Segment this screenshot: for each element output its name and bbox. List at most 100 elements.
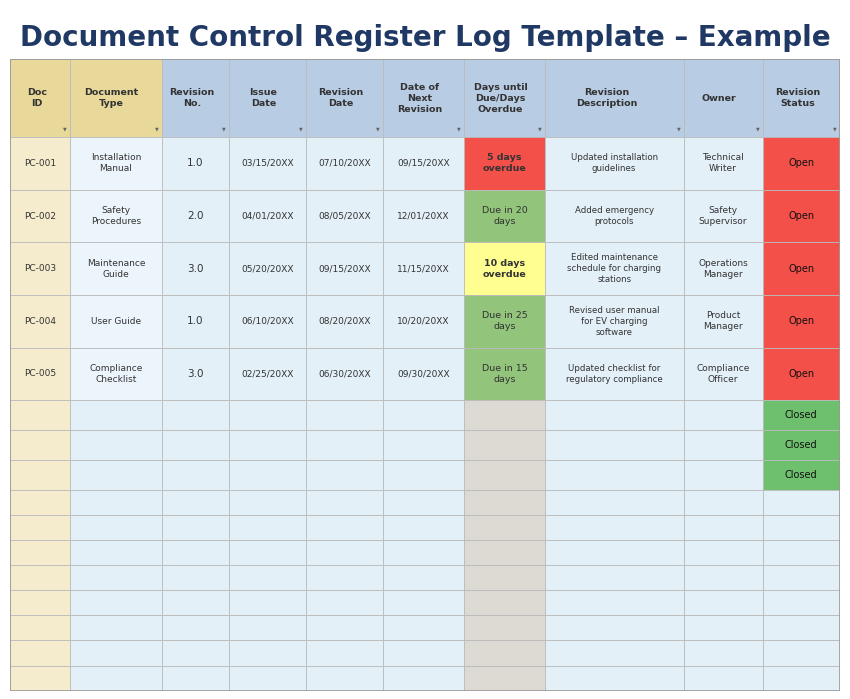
Bar: [70, 460, 162, 490]
Bar: [306, 430, 383, 460]
Text: Compliance
Officer: Compliance Officer: [696, 363, 750, 384]
Text: Compliance
Checklist: Compliance Checklist: [89, 363, 143, 384]
Bar: [70, 59, 162, 137]
Bar: [383, 295, 464, 347]
Text: Due in 15
days: Due in 15 days: [482, 363, 527, 384]
Text: ▼: ▼: [756, 127, 759, 131]
Text: Due in 20
days: Due in 20 days: [482, 206, 527, 226]
Bar: [70, 615, 162, 640]
Bar: [762, 590, 840, 615]
Bar: [229, 665, 306, 691]
Bar: [10, 243, 70, 295]
Text: Technical
Writer: Technical Writer: [702, 153, 744, 173]
Text: ▼: ▼: [457, 127, 461, 131]
Bar: [383, 490, 464, 515]
Bar: [545, 189, 683, 243]
Bar: [229, 347, 306, 400]
Text: 09/15/20XX: 09/15/20XX: [319, 264, 371, 273]
Bar: [162, 590, 229, 615]
Text: PC-002: PC-002: [24, 212, 56, 220]
Bar: [762, 243, 840, 295]
Bar: [545, 460, 683, 490]
Text: ▼: ▼: [538, 127, 541, 131]
Bar: [229, 400, 306, 430]
Bar: [162, 615, 229, 640]
Bar: [383, 540, 464, 565]
Bar: [545, 540, 683, 565]
Text: 07/10/20XX: 07/10/20XX: [319, 159, 371, 168]
Text: Product
Manager: Product Manager: [703, 311, 743, 331]
Bar: [383, 590, 464, 615]
Bar: [464, 347, 545, 400]
Bar: [683, 400, 762, 430]
Bar: [10, 490, 70, 515]
Bar: [70, 490, 162, 515]
Bar: [383, 400, 464, 430]
Text: 3.0: 3.0: [187, 264, 204, 273]
Text: 2.0: 2.0: [187, 211, 204, 221]
Text: ▼: ▼: [677, 127, 681, 131]
Bar: [162, 540, 229, 565]
Text: Due in 25
days: Due in 25 days: [482, 311, 527, 331]
Bar: [683, 59, 762, 137]
Bar: [464, 460, 545, 490]
Bar: [306, 590, 383, 615]
Bar: [306, 460, 383, 490]
Bar: [10, 665, 70, 691]
Text: Updated installation
guidelines: Updated installation guidelines: [570, 153, 658, 173]
Bar: [229, 295, 306, 347]
Bar: [306, 540, 383, 565]
Text: Installation
Manual: Installation Manual: [91, 153, 141, 173]
Bar: [306, 189, 383, 243]
Bar: [383, 189, 464, 243]
Bar: [70, 430, 162, 460]
Bar: [464, 189, 545, 243]
Bar: [464, 400, 545, 430]
Bar: [162, 665, 229, 691]
Text: Revised user manual
for EV charging
software: Revised user manual for EV charging soft…: [569, 305, 660, 337]
Bar: [70, 640, 162, 665]
Bar: [762, 460, 840, 490]
Bar: [464, 490, 545, 515]
Bar: [70, 665, 162, 691]
Text: 06/10/20XX: 06/10/20XX: [241, 317, 294, 326]
Text: PC-005: PC-005: [24, 369, 56, 378]
Bar: [162, 515, 229, 540]
Bar: [545, 515, 683, 540]
Bar: [306, 640, 383, 665]
Bar: [545, 137, 683, 189]
Bar: [162, 347, 229, 400]
Bar: [229, 540, 306, 565]
Text: ▼: ▼: [63, 127, 67, 131]
Text: Closed: Closed: [785, 410, 818, 420]
Bar: [306, 615, 383, 640]
Bar: [762, 565, 840, 590]
Text: Closed: Closed: [785, 470, 818, 480]
Text: PC-001: PC-001: [24, 159, 56, 168]
Text: 09/15/20XX: 09/15/20XX: [397, 159, 450, 168]
Bar: [70, 137, 162, 189]
Bar: [762, 640, 840, 665]
Bar: [306, 347, 383, 400]
Bar: [464, 243, 545, 295]
Bar: [464, 540, 545, 565]
Bar: [162, 59, 229, 137]
Bar: [683, 347, 762, 400]
Bar: [10, 590, 70, 615]
Text: Revision
Description: Revision Description: [576, 88, 638, 108]
Text: Updated checklist for
regulatory compliance: Updated checklist for regulatory complia…: [566, 363, 662, 384]
Bar: [10, 565, 70, 590]
Text: Revision
Status: Revision Status: [774, 88, 820, 108]
Bar: [162, 640, 229, 665]
Bar: [683, 615, 762, 640]
Bar: [229, 59, 306, 137]
Bar: [306, 490, 383, 515]
Bar: [383, 460, 464, 490]
Bar: [464, 615, 545, 640]
Bar: [762, 615, 840, 640]
Text: Open: Open: [788, 211, 814, 221]
Bar: [464, 640, 545, 665]
Bar: [464, 515, 545, 540]
Bar: [229, 615, 306, 640]
Bar: [162, 565, 229, 590]
